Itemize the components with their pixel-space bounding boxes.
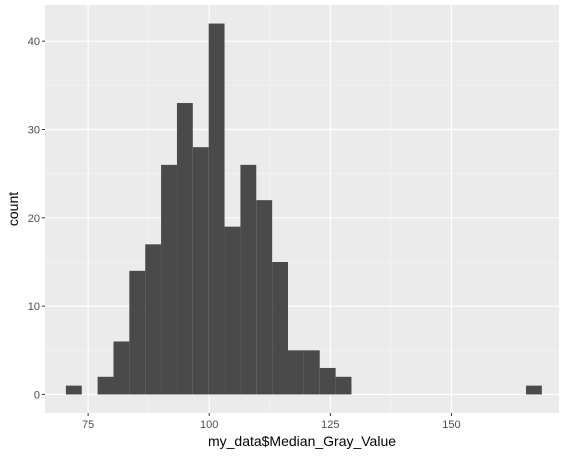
y-tick-label: 30: [28, 125, 40, 137]
histogram-bar: [335, 376, 352, 395]
histogram-bar: [192, 147, 209, 395]
x-tick-label: 150: [442, 419, 460, 431]
histogram-bar: [526, 385, 542, 395]
histogram-bar: [287, 350, 304, 395]
y-tick-label: 40: [28, 36, 40, 48]
histogram-bar: [97, 376, 114, 395]
histogram-bars: [65, 23, 542, 395]
y-tick-label: 20: [28, 213, 40, 225]
histogram-bar: [176, 103, 193, 395]
histogram-bar: [113, 341, 130, 395]
x-tick-label: 75: [82, 419, 94, 431]
y-tick-label: 10: [28, 301, 40, 313]
histogram-bar: [224, 226, 241, 395]
histogram-bar: [161, 164, 177, 395]
histogram-bar: [65, 385, 82, 395]
y-tick-label: 0: [34, 389, 40, 401]
histogram-bar: [272, 261, 288, 395]
histogram-bar: [145, 244, 162, 395]
x-axis-title: my_data$Median_Gray_Value: [208, 433, 396, 449]
x-tick-label: 100: [200, 419, 218, 431]
histogram-bar: [256, 200, 273, 395]
histogram-bar: [303, 350, 320, 395]
histogram-bar: [208, 23, 225, 395]
y-axis-title: count: [5, 192, 21, 226]
histogram-bar: [240, 164, 257, 395]
y-axis: 0 10 20 30 40: [28, 36, 45, 401]
histogram-bar: [319, 367, 336, 395]
histogram-bar: [129, 270, 146, 395]
x-axis: 75 100 125 150: [82, 413, 461, 431]
x-tick-label: 125: [321, 419, 339, 431]
